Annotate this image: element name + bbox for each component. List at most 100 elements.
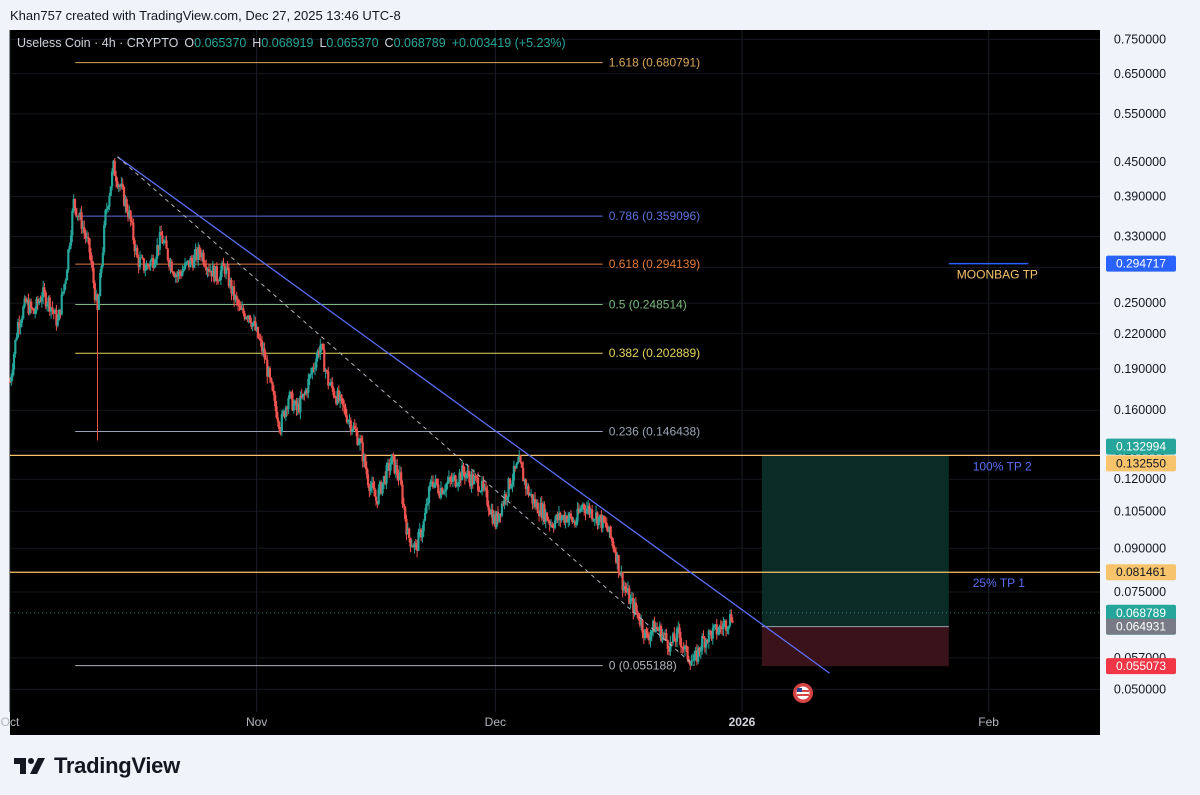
candle-body [71,210,74,236]
candle-body [291,392,294,411]
candle-body [449,477,452,480]
candle-body [91,260,94,268]
candle-body [243,313,246,319]
candle-body [215,266,218,281]
candle-body [15,337,18,341]
candle-body [349,420,352,432]
economic-event-flag[interactable] [793,683,813,703]
fib-diagonal [117,156,695,666]
candle-body [618,572,622,576]
candle-body [354,428,358,432]
candle-body [311,367,314,374]
candle-body [665,632,668,641]
candle-body [431,481,435,488]
annotations: 100% TP 2 25% TP 1 MOONBAG TP [957,268,1038,591]
candle-body [730,614,733,622]
candle-body [239,305,242,310]
price-badge-text: 0.064931 [1116,620,1166,634]
candle-body [353,425,356,429]
price-badge [1106,658,1176,675]
candle-body [689,662,692,666]
candle-body [380,482,383,494]
fib-retracement[interactable]: 1.618 (0.680791) 0.786 (0.359096) 0.618 (0… [75,56,700,673]
candle-body [656,627,659,629]
candle-body [156,245,159,259]
candle-body [99,272,102,297]
candle-body [408,528,411,539]
trend-lines[interactable] [117,156,830,674]
candle-body [271,382,274,391]
fib-level-label: 0.786 (0.359096) [609,209,700,223]
candle-body [535,502,538,507]
candle-body [60,294,63,315]
candle-body [401,484,404,504]
candle-body [580,508,583,510]
candle-body [632,598,635,613]
candle-body [194,249,197,255]
candle-body [673,633,676,641]
candle-body [547,520,550,522]
candle-body [264,358,268,360]
candle-body [198,247,201,255]
candle-body [258,337,261,340]
price-tick-label: 0.650000 [1114,67,1166,81]
candle-body [238,305,241,307]
candle-body [89,252,92,261]
candle-body [96,294,99,310]
candle-body [149,260,152,267]
candle-body [186,260,189,263]
price-badge [1106,564,1176,581]
candle-body [348,420,351,422]
candle-body [543,504,546,522]
price-tick-label: 0.220000 [1114,327,1166,341]
candle-body [134,247,138,252]
candle-body [26,300,29,303]
candle-body [588,505,591,514]
candle-body [80,212,83,229]
candle-body [344,407,347,416]
candle-body [612,541,615,549]
price-tick-label: 0.330000 [1114,229,1166,243]
candle-body [77,215,81,217]
candle-body [69,235,73,246]
candle-body [301,393,305,398]
price-tick-label: 0.120000 [1114,472,1166,486]
candle-body [313,367,317,369]
candle-body [312,367,315,369]
candle-body [242,308,245,314]
candle-body [522,467,525,482]
price-badge-text: 0.294717 [1116,257,1166,271]
position-box[interactable] [761,455,949,667]
candle-body [706,639,709,643]
candle-body [129,210,132,222]
candle-body [638,619,641,625]
candle-body [659,625,663,641]
candle-body [75,208,78,217]
candle-body [669,642,672,652]
candle-body [483,487,486,489]
attribution-text: Khan757 created with TradingView.com, De… [10,8,401,23]
legend-change: +0.003419 (+5.23%) [452,36,566,50]
candle-body [145,264,148,271]
candle-body [327,371,330,386]
candle-body [202,252,205,264]
price-badge-text: 0.068789 [1116,606,1166,620]
candle-body [625,589,628,593]
candle-body [645,629,648,634]
candlestick-chart[interactable]: 1.618 (0.680791) 0.786 (0.359096) 0.618 (0… [0,0,1200,735]
candle-body [122,187,126,206]
candle-body [649,634,652,641]
candle-body [601,516,604,528]
candle-body [614,551,618,563]
tradingview-logo[interactable]: TradingView [12,753,180,779]
candle-body [511,480,514,486]
candle-body [133,240,136,252]
candle-body [527,486,530,496]
price-tick-label: 0.550000 [1114,107,1166,121]
candle-body [568,513,571,519]
candle-body [247,315,250,319]
candle-body [308,374,311,379]
candle-body [299,395,302,413]
candle-body [332,388,335,396]
candle-body [351,429,354,432]
